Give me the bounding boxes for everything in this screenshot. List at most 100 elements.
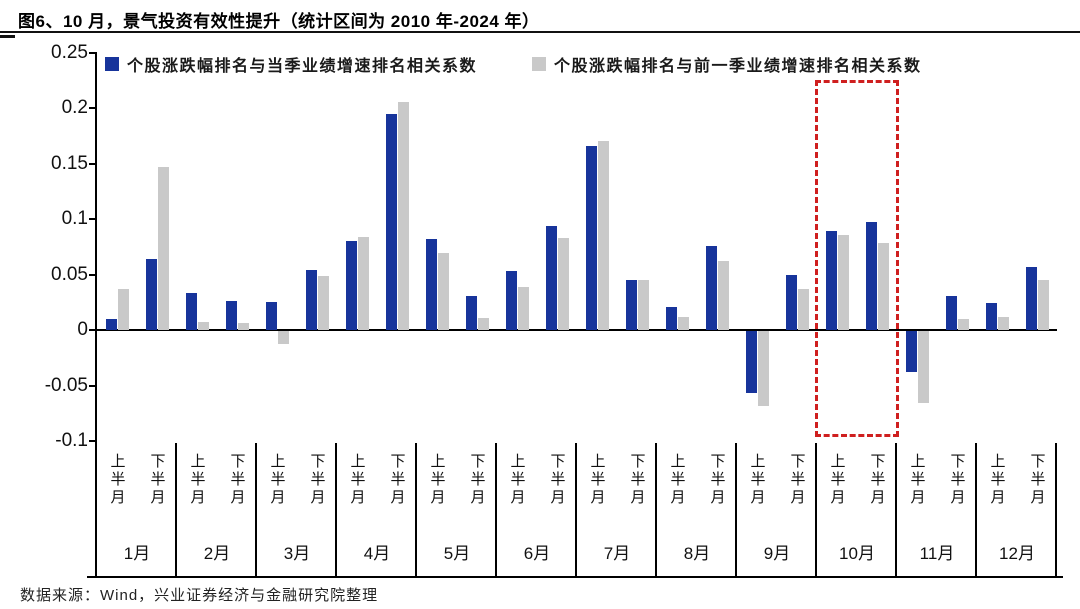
- bar-current-quarter: [226, 301, 237, 330]
- y-axis-tickmark: [89, 162, 97, 165]
- bar-current-quarter: [986, 303, 997, 330]
- bar-prior-quarter: [718, 261, 729, 330]
- bar-prior-quarter: [438, 253, 449, 330]
- month-divider: [175, 443, 177, 577]
- y-axis-tickmark: [89, 440, 97, 442]
- half-month-label: 上半月: [508, 453, 526, 507]
- bar-prior-quarter: [358, 236, 369, 330]
- bar-current-quarter: [546, 225, 557, 330]
- bar-current-quarter: [186, 293, 197, 330]
- y-axis-tick-label: 0.25: [51, 41, 88, 63]
- bar-prior-quarter: [558, 237, 569, 330]
- bar-prior-quarter: [918, 331, 929, 404]
- y-axis-line: [95, 52, 97, 577]
- bar-prior-quarter: [158, 166, 169, 330]
- month-divider: [1055, 443, 1057, 577]
- bar-current-quarter: [466, 295, 477, 330]
- bar-current-quarter: [866, 222, 877, 330]
- y-axis-tick-label: -0.05: [44, 374, 88, 396]
- bar-current-quarter: [426, 238, 437, 330]
- bar-prior-quarter: [758, 331, 769, 407]
- half-month-label: 下半月: [388, 453, 406, 507]
- bar-current-quarter: [786, 274, 797, 330]
- half-month-label: 下半月: [628, 453, 646, 507]
- half-month-label: 下半月: [228, 453, 246, 507]
- title-rule: [0, 31, 1080, 33]
- half-month-label: 下半月: [868, 453, 886, 507]
- chart-title: 图6、10 月，景气投资有效性提升（统计区间为 2010 年-2024 年）: [18, 12, 540, 31]
- bar-prior-quarter: [278, 331, 289, 345]
- half-month-label: 上半月: [108, 453, 126, 507]
- y-axis-tickmark: [89, 384, 97, 387]
- bar-current-quarter: [346, 241, 357, 330]
- bar-prior-quarter: [518, 286, 529, 330]
- month-divider: [495, 443, 497, 577]
- month-label: 7月: [603, 544, 631, 563]
- half-month-label: 上半月: [348, 453, 366, 507]
- bar-current-quarter: [666, 306, 677, 330]
- bar-current-quarter: [906, 331, 917, 373]
- half-month-label: 下半月: [788, 453, 806, 507]
- half-month-label: 上半月: [428, 453, 446, 507]
- month-label: 1月: [123, 544, 151, 563]
- month-divider: [735, 443, 737, 577]
- bar-prior-quarter: [878, 243, 889, 330]
- legend-item-current-quarter: 个股涨跌幅排名与当季业绩增速排名相关系数: [105, 52, 477, 76]
- month-divider: [655, 443, 657, 577]
- half-month-label: 下半月: [148, 453, 166, 507]
- bar-current-quarter: [386, 113, 397, 330]
- y-axis-tick-label: 0: [77, 319, 88, 340]
- bar-current-quarter: [706, 245, 717, 330]
- bar-prior-quarter: [838, 234, 849, 330]
- bar-prior-quarter: [958, 318, 969, 330]
- bar-prior-quarter: [1038, 280, 1049, 330]
- bar-current-quarter: [1026, 266, 1037, 330]
- bar-prior-quarter: [998, 316, 1009, 330]
- source-note: 数据来源：Wind，兴业证券经济与金融研究院整理: [20, 587, 379, 604]
- y-axis-tick-label: 0.05: [51, 263, 88, 285]
- month-divider: [815, 443, 817, 577]
- month-label: 10月: [839, 544, 875, 563]
- month-label: 6月: [523, 544, 551, 563]
- half-month-label: 上半月: [668, 453, 686, 507]
- half-month-label: 下半月: [708, 453, 726, 507]
- bar-current-quarter: [626, 280, 637, 330]
- y-axis-tick-label: 0.2: [61, 97, 88, 118]
- y-axis-tick-label: 0.1: [61, 208, 88, 229]
- y-axis-tickmark: [89, 51, 97, 54]
- bar-prior-quarter: [678, 316, 689, 330]
- half-month-label: 上半月: [588, 453, 606, 507]
- month-label: 9月: [763, 544, 791, 563]
- legend-swatch-blue: [105, 57, 119, 71]
- month-label: 5月: [443, 544, 471, 563]
- half-month-label: 下半月: [948, 453, 966, 507]
- month-divider: [335, 443, 337, 577]
- half-month-label: 下半月: [308, 453, 326, 507]
- bar-prior-quarter: [198, 322, 209, 330]
- half-month-label: 上半月: [188, 453, 206, 507]
- bar-current-quarter: [746, 331, 757, 394]
- bar-current-quarter: [946, 295, 957, 330]
- bar-current-quarter: [266, 302, 277, 330]
- month-label: 3月: [283, 544, 311, 563]
- y-axis-tickmark: [89, 107, 97, 109]
- bar-current-quarter: [506, 271, 517, 330]
- half-month-label: 上半月: [908, 453, 926, 507]
- month-divider: [975, 443, 977, 577]
- legend-item-prior-quarter: 个股涨跌幅排名与前一季业绩增速排名相关系数: [532, 52, 922, 76]
- x-axis-bottom-line: [87, 576, 1063, 578]
- half-month-label: 上半月: [748, 453, 766, 507]
- half-month-label: 下半月: [1028, 453, 1046, 507]
- bar-prior-quarter: [118, 288, 129, 330]
- month-label: 12月: [999, 544, 1035, 563]
- y-axis-tick-label: 0.15: [51, 152, 88, 174]
- month-label: 11月: [919, 544, 955, 563]
- month-label: 4月: [363, 544, 391, 563]
- bar-prior-quarter: [638, 280, 649, 330]
- bar-current-quarter: [826, 231, 837, 330]
- bar-current-quarter: [586, 145, 597, 330]
- month-divider: [895, 443, 897, 577]
- half-month-label: 上半月: [268, 453, 286, 507]
- bar-prior-quarter: [318, 275, 329, 330]
